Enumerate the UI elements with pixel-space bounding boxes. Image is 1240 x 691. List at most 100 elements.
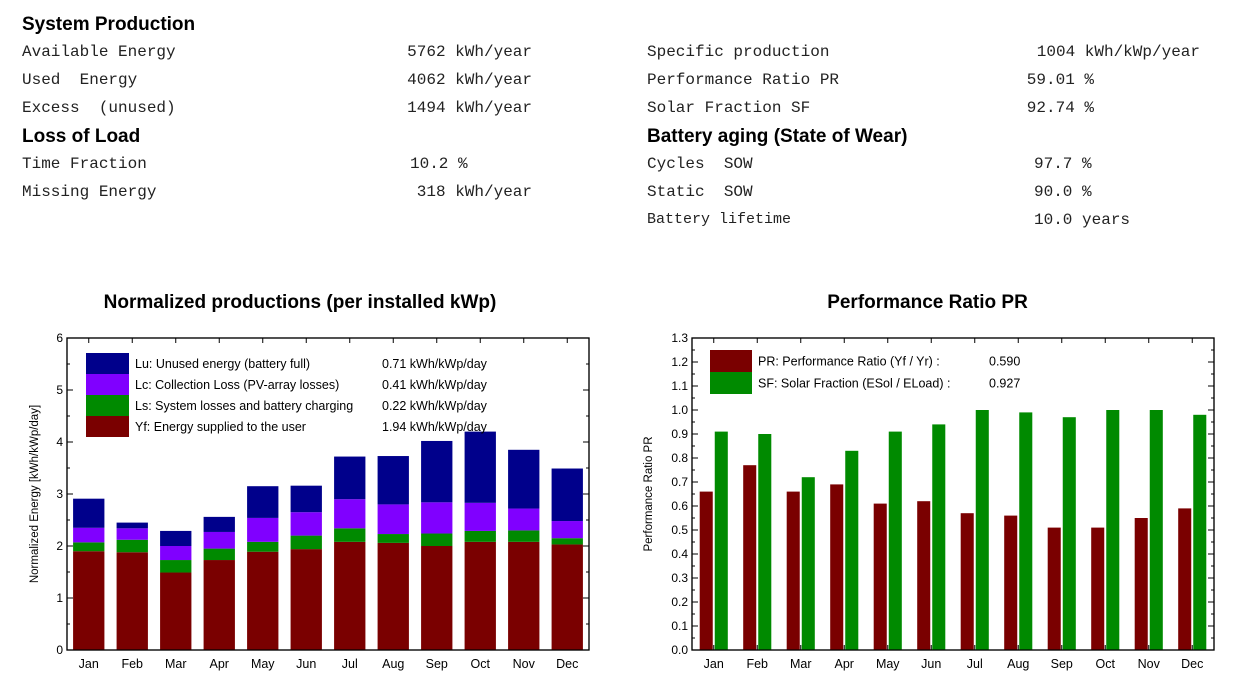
x-tick-label: Jan <box>79 657 99 671</box>
bar-jan-series-2 <box>73 527 105 543</box>
bar-nov-series-3 <box>508 449 540 509</box>
battery-aging-title: Battery aging (State of Wear) <box>647 126 908 147</box>
legend-value: 1.94 kWh/kWp/day <box>382 420 488 434</box>
used-energy-label: Used Energy <box>22 71 138 89</box>
bar-sep-series-3 <box>421 440 453 503</box>
bar-jun-series-3 <box>290 485 322 513</box>
bar-aug-series-1 <box>377 534 409 543</box>
y-tick-label: 0.4 <box>671 547 688 561</box>
bar-feb-series-2 <box>116 528 148 540</box>
bar-jan-series-1 <box>714 431 728 650</box>
bar-jun-series-1 <box>932 424 946 650</box>
y-tick-label: 5 <box>56 383 63 397</box>
x-tick-label: Dec <box>1181 657 1203 671</box>
bar-jun-series-2 <box>290 512 322 536</box>
bar-oct-series-1 <box>464 530 496 542</box>
excess-energy-value: 1494 kWh/year <box>407 99 532 117</box>
legend-swatch <box>710 372 752 394</box>
y-tick-label: 0.0 <box>671 643 688 657</box>
bar-jul-series-2 <box>334 499 366 529</box>
bar-aug-series-2 <box>377 504 409 535</box>
bar-may-series-0 <box>873 503 887 650</box>
bar-apr-series-1 <box>845 450 859 650</box>
y-tick-label: 0.5 <box>671 523 688 537</box>
bar-mar-series-3 <box>160 530 192 546</box>
bar-apr-series-0 <box>203 560 235 650</box>
cycles-sow-label: Cycles SOW <box>647 155 753 173</box>
bar-oct-series-0 <box>464 541 496 650</box>
y-tick-label: 0.7 <box>671 475 688 489</box>
battery-lifetime-label: Battery lifetime <box>647 211 792 228</box>
x-tick-label: Mar <box>165 657 187 671</box>
y-tick-label: 6 <box>56 331 63 345</box>
legend-value: 0.71 kWh/kWp/day <box>382 357 488 371</box>
bar-jun-series-0 <box>917 501 931 650</box>
y-axis-label: Performance Ratio PR <box>643 436 655 551</box>
bar-feb-series-1 <box>116 539 148 553</box>
bar-may-series-0 <box>247 551 279 650</box>
bar-sep-series-1 <box>421 533 453 546</box>
bar-feb-series-3 <box>116 522 148 529</box>
bar-aug-series-1 <box>1019 412 1033 650</box>
available-energy-label: Available Energy <box>22 43 176 61</box>
used-energy-value: 4062 kWh/year <box>407 71 532 89</box>
legend-swatch <box>710 350 752 372</box>
bar-feb-series-0 <box>743 465 757 650</box>
bar-feb-series-0 <box>116 552 148 650</box>
y-tick-label: 1.3 <box>671 331 688 345</box>
y-tick-label: 1.0 <box>671 403 688 417</box>
bar-dec-series-1 <box>551 538 583 545</box>
cycles-sow-value: 97.7 % <box>1034 155 1092 173</box>
bar-jul-series-0 <box>960 513 974 650</box>
x-tick-label: Jul <box>342 657 358 671</box>
bar-may-series-3 <box>247 486 279 518</box>
plot-frame <box>691 337 1215 651</box>
performance-ratio-label: Performance Ratio PR <box>647 71 840 89</box>
x-tick-label: Aug <box>1007 657 1029 671</box>
legend-value: 0.22 kWh/kWp/day <box>382 399 488 413</box>
bar-dec-series-2 <box>551 521 583 539</box>
system-production-title: System Production <box>22 14 196 35</box>
x-tick-label: Sep <box>426 657 448 671</box>
legend-label: PR: Performance Ratio (Yf / Yr) : <box>758 355 940 369</box>
bar-sep-series-0 <box>1047 527 1061 650</box>
y-tick-label: 0.3 <box>671 571 688 585</box>
bar-dec-series-0 <box>551 544 583 650</box>
bar-nov-series-0 <box>508 541 540 650</box>
bar-jul-series-0 <box>334 541 366 650</box>
legend-swatch <box>86 353 129 374</box>
legend-value: 0.590 <box>989 355 1020 369</box>
bar-jan-series-0 <box>73 551 105 650</box>
legend-label: Lu: Unused energy (battery full) <box>135 357 310 371</box>
y-tick-label: 3 <box>56 487 63 501</box>
bar-nov-series-2 <box>508 508 540 531</box>
bar-jan-series-1 <box>73 542 105 552</box>
bar-oct-series-3 <box>464 431 496 503</box>
bar-jun-series-1 <box>290 535 322 550</box>
x-tick-label: Nov <box>1138 657 1161 671</box>
bar-jan-series-3 <box>73 498 105 528</box>
bar-sep-series-0 <box>421 546 453 650</box>
normalized-chart-title: Normalized productions (per installed kW… <box>103 292 497 313</box>
legend-label: Lc: Collection Loss (PV-array losses) <box>135 378 339 392</box>
x-tick-label: Aug <box>382 657 404 671</box>
solar-fraction-label: Solar Fraction SF <box>647 99 811 117</box>
bar-mar-series-2 <box>160 546 192 561</box>
bar-jul-series-1 <box>975 410 989 650</box>
x-tick-label: Jan <box>704 657 724 671</box>
x-tick-label: Sep <box>1051 657 1073 671</box>
solar-fraction-value: 92.74 % <box>1026 99 1094 117</box>
bar-oct-series-1 <box>1106 410 1120 650</box>
bar-may-series-1 <box>888 431 902 650</box>
missing-energy-label: Missing Energy <box>22 183 157 201</box>
normalized-productions-chart: 0 1 2 3 4 5 6 Jan Feb Mar Apr May Jun Jul Aug Sep Oct Nov… <box>29 331 590 671</box>
performance-ratio-chart: 0.0 0.1 0.2 0.3 0.4 0.5 0.6 0.7 0.8 0.9 1.0 1.1 1.2 1… <box>643 331 1215 671</box>
x-tick-label: Jun <box>921 657 941 671</box>
y-tick-label: 2 <box>56 539 63 553</box>
plot-area <box>691 337 1215 651</box>
bar-dec-series-1 <box>1193 414 1207 650</box>
x-tick-label: Mar <box>790 657 812 671</box>
specific-production-label: Specific production <box>647 43 830 61</box>
legend-value: 0.927 <box>989 377 1020 391</box>
plot-frame <box>66 337 590 651</box>
